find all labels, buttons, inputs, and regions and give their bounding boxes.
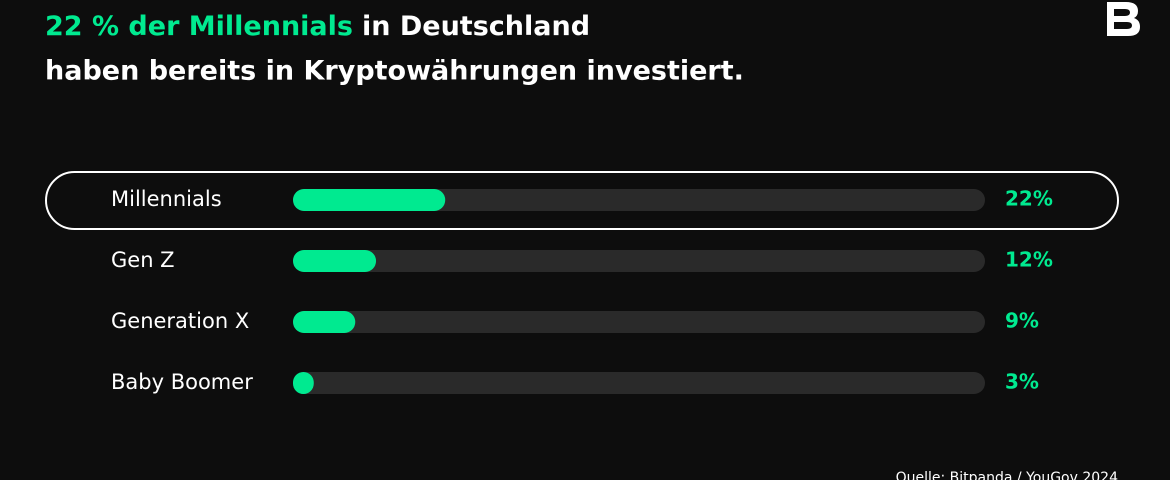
- value-label: 12%: [1005, 248, 1053, 272]
- bar: [293, 250, 377, 272]
- category-label: Millennials: [111, 187, 222, 211]
- highlight-outline: [45, 171, 1119, 230]
- value-label: 22%: [1005, 187, 1053, 211]
- bar: [293, 311, 356, 333]
- category-label: Baby Boomer: [111, 370, 253, 394]
- category-label: Generation X: [111, 309, 249, 333]
- bar: [293, 189, 446, 211]
- title-rest: in Deutschland: [362, 11, 590, 42]
- bar: [293, 372, 314, 394]
- title-highlight: 22 % der Millennials: [45, 11, 353, 42]
- chart-title-line2: haben bereits in Kryptowährungen investi…: [45, 56, 744, 87]
- bar-track: [293, 311, 985, 333]
- chart-title: 22 % der Millennials in Deutschland: [45, 11, 590, 42]
- bar-track: [293, 372, 985, 394]
- logo: [1107, 2, 1140, 36]
- bar-track: [293, 189, 985, 211]
- bar-track: [293, 250, 985, 272]
- category-label: Gen Z: [111, 248, 175, 272]
- value-label: 3%: [1005, 370, 1039, 394]
- source: Quelle: Bitpanda / YouGov 2024: [896, 470, 1118, 480]
- value-label: 9%: [1005, 309, 1039, 333]
